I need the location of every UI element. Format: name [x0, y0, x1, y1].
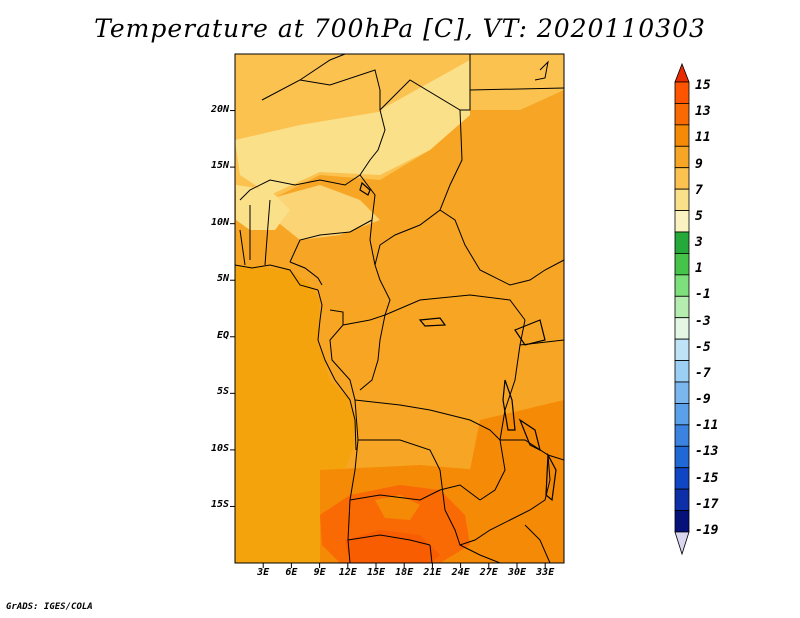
map-frame	[234, 53, 565, 564]
colorbar-label: -9	[695, 392, 711, 408]
colorbar-swatch	[674, 381, 690, 404]
colorbar-label: 11	[695, 130, 711, 146]
lon-label: 15E	[366, 567, 386, 578]
colorbar-swatch	[674, 510, 690, 533]
colorbar-swatch	[674, 188, 690, 211]
lon-label: 27E	[479, 567, 498, 578]
lon-label: 18E	[395, 567, 414, 578]
colorbar-label: 15	[695, 78, 711, 93]
colorbar-label: -19	[695, 523, 719, 538]
colorbar-swatch	[674, 103, 690, 126]
northeast-zone	[470, 54, 564, 110]
colorbar-label: 5	[695, 208, 703, 224]
grads-credit: GrADS: IGES/COLA	[6, 602, 93, 612]
colorbar-swatch	[674, 81, 690, 104]
colorbar-swatch	[674, 295, 690, 319]
colorbar-label: 9	[695, 156, 703, 172]
lon-label: 3E	[257, 567, 270, 578]
lon-label: 33E	[536, 567, 555, 578]
colorbar-swatch	[674, 338, 690, 361]
lon-label: 24E	[451, 567, 470, 578]
colorbar-top-arrow	[674, 62, 690, 83]
colorbar-label: -3	[695, 313, 711, 329]
colorbar-swatch	[674, 167, 690, 190]
colorbar-swatch	[674, 445, 690, 469]
colorbar-swatch	[674, 360, 690, 383]
colorbar-label: -11	[695, 418, 719, 434]
colorbar-label: 13	[695, 104, 711, 120]
colorbar-swatch	[674, 210, 690, 233]
lon-label: 9E	[313, 567, 326, 578]
cool-patch-south	[375, 495, 420, 520]
colorbar-swatch	[674, 274, 690, 297]
lon-label: 12E	[338, 567, 357, 578]
lat-label: 10S	[210, 442, 229, 454]
lat-label: 15S	[210, 499, 229, 511]
colorbar-label: -15	[695, 470, 719, 486]
colorbar-label: -7	[695, 365, 711, 381]
lat-label: 10N	[210, 216, 229, 228]
congo-basin	[330, 290, 520, 410]
colorbar-label: 7	[695, 182, 703, 198]
chart-title: Temperature at 700hPa [C], VT: 202011030…	[94, 14, 706, 43]
colorbar-label: -1	[695, 287, 711, 303]
colorbar-label: -5	[695, 339, 711, 355]
lat-label: 5N	[216, 273, 229, 285]
colorbar-label: -13	[695, 444, 719, 460]
lakes	[359, 181, 557, 502]
lat-label: 15N	[210, 160, 229, 172]
colorbar	[674, 62, 690, 556]
colorbar-swatch	[674, 231, 690, 254]
colorbar-swatch	[674, 145, 690, 169]
longitude-ticks	[262, 563, 546, 568]
colorbar-swatch	[674, 403, 690, 426]
colorbar-label: -17	[695, 496, 719, 512]
colorbar-swatch	[674, 253, 690, 276]
kalahari-core	[345, 530, 440, 563]
cool-band-north-2	[380, 60, 470, 120]
lon-label: 21E	[423, 567, 442, 578]
lat-label: 5S	[216, 386, 229, 398]
colorbar-label: 3	[695, 235, 703, 251]
lon-label: 6E	[285, 567, 298, 578]
country-borders	[235, 54, 564, 563]
colorbar-label: 1	[695, 261, 703, 277]
latitude-ticks	[230, 110, 235, 507]
lat-label: 20N	[210, 103, 229, 115]
colorbar-bottom-arrow	[674, 531, 690, 556]
colorbar-swatch	[674, 424, 690, 447]
colorbar-swatch	[674, 488, 690, 511]
colorbar-swatch	[674, 317, 690, 340]
lat-label: EQ	[216, 329, 229, 341]
cool-pocket-coast	[265, 185, 380, 240]
colorbar-swatch	[674, 467, 690, 490]
lon-label: 30E	[507, 567, 527, 578]
colorbar-swatch	[674, 124, 690, 147]
